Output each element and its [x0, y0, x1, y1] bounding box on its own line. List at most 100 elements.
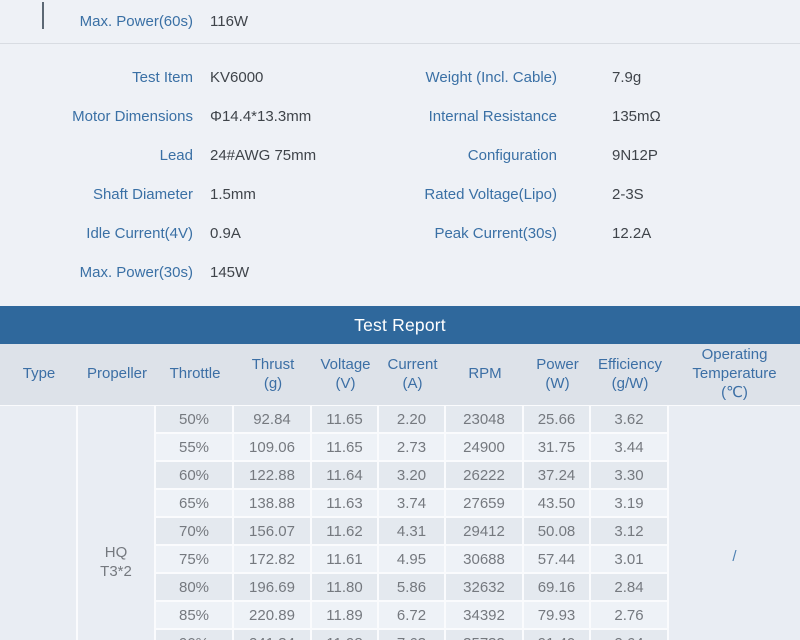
spec-row: Motor Dimensions Φ14.4*13.3mm Internal R…: [0, 97, 800, 136]
table-cell-efficiency: 3.44: [591, 434, 669, 462]
table-cell-voltage: 11.63: [312, 490, 379, 518]
table-cell-thrust: 172.82: [234, 546, 312, 574]
table-cell-thrust: 241.34: [234, 630, 312, 640]
spec-label: Max. Power(60s): [79, 13, 193, 30]
column-header-type: Type: [22, 365, 56, 383]
propeller-span-cell: HQ T3*2: [78, 406, 156, 640]
spec-label: Lead: [159, 147, 193, 164]
spec-value: 7.9g: [612, 69, 642, 86]
table-cell-rpm: 23048: [446, 406, 524, 434]
table-cell-thrust: 156.07: [234, 518, 312, 546]
spec-label: Test Item: [132, 69, 193, 86]
table-cell-throttle: 55%: [156, 434, 234, 462]
table-cell-voltage: 11.98: [312, 630, 379, 640]
table-cell-rpm: 32632: [446, 574, 524, 602]
table-cell-current: 5.86: [379, 574, 446, 602]
table-cell-current: 3.20: [379, 462, 446, 490]
table-cell-throttle: 60%: [156, 462, 234, 490]
spec-row: Idle Current(4V) 0.9A Peak Current(30s) …: [0, 214, 800, 253]
table-cell-voltage: 11.89: [312, 602, 379, 630]
spec-label: Max. Power(30s): [79, 264, 193, 281]
spec-section-main: Test Item KV6000 Weight (Incl. Cable) 7.…: [0, 44, 800, 306]
table-cell-power: 57.44: [524, 546, 591, 574]
table-cell-throttle: 75%: [156, 546, 234, 574]
table-cell-rpm: 30688: [446, 546, 524, 574]
table-cell-power: 50.08: [524, 518, 591, 546]
table-cell-throttle: 70%: [156, 518, 234, 546]
table-cell-efficiency: 3.01: [591, 546, 669, 574]
spec-row: Test Item KV6000 Weight (Incl. Cable) 7.…: [0, 58, 800, 97]
table-cell-voltage: 11.80: [312, 574, 379, 602]
table-cell-current: 3.74: [379, 490, 446, 518]
table-cell-power: 25.66: [524, 406, 591, 434]
spec-row: Shaft Diameter 1.5mm Rated Voltage(Lipo)…: [0, 175, 800, 214]
spec-value: 116W: [210, 13, 249, 30]
column-header-power: Power (W): [536, 355, 579, 392]
table-cell-power: 31.75: [524, 434, 591, 462]
table-cell-thrust: 196.69: [234, 574, 312, 602]
type-span-cell: [0, 406, 78, 640]
table-cell-efficiency: 3.30: [591, 462, 669, 490]
table-cell-throttle: 85%: [156, 602, 234, 630]
spec-value: 135mΩ: [612, 108, 661, 125]
table-cell-current: 4.95: [379, 546, 446, 574]
table-border-fragment: [42, 2, 44, 29]
table-cell-rpm: 34392: [446, 602, 524, 630]
table-cell-power: 69.16: [524, 574, 591, 602]
table-cell-thrust: 92.84: [234, 406, 312, 434]
spec-value: Φ14.4*13.3mm: [210, 108, 312, 125]
table-cell-rpm: 27659: [446, 490, 524, 518]
table-cell-voltage: 11.65: [312, 406, 379, 434]
table-cell-efficiency: 3.19: [591, 490, 669, 518]
operating-temperature-span-cell: /: [669, 406, 800, 640]
test-report-title: Test Report: [354, 314, 446, 335]
table-cell-power: 43.50: [524, 490, 591, 518]
spec-label: Weight (Incl. Cable): [425, 69, 557, 86]
column-header-voltage: Voltage (V): [320, 355, 371, 392]
report-table-header: Type Propeller Throttle Thrust (g) Volta…: [0, 344, 800, 405]
table-cell-voltage: 11.64: [312, 462, 379, 490]
table-cell-rpm: 35733: [446, 630, 524, 640]
spec-value: 1.5mm: [210, 186, 256, 203]
table-cell-power: 91.40: [524, 630, 591, 640]
table-cell-current: 7.63: [379, 630, 446, 640]
column-header-current: Current (A): [387, 355, 438, 392]
table-cell-current: 2.73: [379, 434, 446, 462]
spec-label: Shaft Diameter: [92, 186, 193, 203]
spec-value: KV6000: [210, 69, 264, 86]
column-header-thrust: Thrust (g): [251, 355, 295, 392]
table-cell-thrust: 122.88: [234, 462, 312, 490]
table-cell-current: 6.72: [379, 602, 446, 630]
table-cell-rpm: 24900: [446, 434, 524, 462]
operating-temperature-value: /: [732, 548, 737, 565]
table-cell-efficiency: 3.62: [591, 406, 669, 434]
table-cell-throttle: 65%: [156, 490, 234, 518]
table-cell-voltage: 11.62: [312, 518, 379, 546]
spec-label: Configuration: [467, 147, 557, 164]
spec-section-top: Max. Power(60s) 116W: [0, 0, 800, 44]
spec-row: Lead 24#AWG 75mm Configuration 9N12P: [0, 136, 800, 175]
table-cell-power: 79.93: [524, 602, 591, 630]
column-header-rpm: RPM: [468, 365, 502, 383]
table-cell-efficiency: 2.76: [591, 602, 669, 630]
table-cell-current: 4.31: [379, 518, 446, 546]
spec-value: 145W: [210, 264, 250, 281]
spec-row: Max. Power(30s) 145W: [0, 253, 800, 292]
spec-value: 0.9A: [210, 225, 241, 242]
table-cell-voltage: 11.61: [312, 546, 379, 574]
table-cell-thrust: 220.89: [234, 602, 312, 630]
table-cell-efficiency: 2.84: [591, 574, 669, 602]
spec-label: Rated Voltage(Lipo): [424, 186, 557, 203]
spec-label: Motor Dimensions: [72, 108, 193, 125]
spec-value: 24#AWG 75mm: [210, 147, 317, 164]
table-cell-rpm: 29412: [446, 518, 524, 546]
spec-value: 9N12P: [612, 147, 658, 164]
propeller-value: HQ T3*2: [100, 544, 132, 580]
column-header-operating-temperature: Operating Temperature (℃): [692, 346, 777, 401]
table-cell-thrust: 109.06: [234, 434, 312, 462]
table-cell-throttle: 90%: [156, 630, 234, 640]
table-cell-thrust: 138.88: [234, 490, 312, 518]
table-cell-rpm: 26222: [446, 462, 524, 490]
test-report-banner: Test Report: [0, 306, 800, 344]
